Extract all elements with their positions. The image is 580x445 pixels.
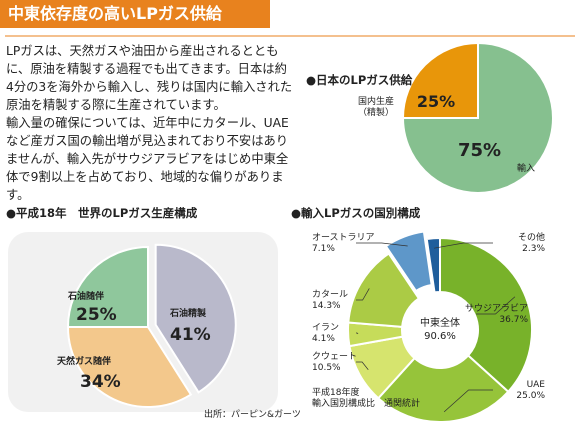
category-label: オーストラリア: [312, 233, 375, 243]
category-label: 国内生産 （精製）: [357, 97, 394, 118]
value-label: 34%: [80, 372, 121, 392]
value-label: 75%: [458, 140, 502, 161]
pie-slice: [401, 41, 554, 194]
category-label: 天然ガス随伴: [56, 357, 111, 367]
value-label: 10.5%: [312, 363, 341, 373]
value-label: 25%: [76, 305, 117, 325]
paragraph: 輸入量の確保については、近年中にカタール、UAEなど産ガス国の輸出増が見込まれて…: [6, 116, 289, 202]
category-label: カタール: [312, 290, 349, 300]
leader-line: [476, 296, 516, 315]
body-text: LPガスは、天然ガスや油田から産出されるとともに、原油を精製する過程でも出てきま…: [6, 42, 294, 204]
category-label: 石油随伴: [67, 292, 104, 302]
value-label: 36.7%: [499, 315, 528, 325]
page-title: 中東依存度の高いLPガス供給: [0, 0, 270, 28]
center-value: 90.6%: [424, 331, 456, 342]
pie-slice: [66, 245, 149, 328]
category-label: 輸入: [516, 164, 535, 174]
category-label: 石油精製: [169, 309, 206, 319]
category-label: イラン: [312, 323, 340, 333]
category-label: UAE: [526, 380, 545, 390]
pie-slice: [384, 230, 433, 293]
pie-slice: [66, 326, 193, 408]
value-label: 7.1%: [312, 244, 335, 254]
chart-title: ●日本のLPガス供給: [306, 73, 413, 87]
paragraph: LPガスは、天然ガスや油田から産出されるとともに、原油を精製する過程でも出てきま…: [6, 44, 293, 112]
leader-line: [356, 242, 408, 247]
category-label: サウジアラビア: [464, 304, 528, 314]
leader-line: [356, 288, 370, 301]
value-label: 25.0%: [516, 391, 545, 401]
value-label: 4.1%: [312, 334, 335, 344]
donut-hole: [402, 292, 478, 368]
pie-slice: [154, 243, 237, 394]
source: 出所：パーピン&ガーツ: [204, 410, 301, 420]
leader-line: [434, 242, 493, 249]
leader-line: [356, 332, 359, 335]
center-title: 中東全体: [420, 318, 460, 329]
leader-line: [356, 361, 369, 370]
chart-title: ●平成18年 世界のLPガス生産構成: [6, 206, 198, 220]
leader-line: [443, 389, 493, 413]
category-label: その他: [517, 233, 545, 243]
value-label: 41%: [170, 325, 211, 345]
value-label: 25%: [416, 92, 456, 111]
note: 平成18年度 輸入国別構成比 通関統計: [312, 388, 421, 409]
value-label: 14.3%: [312, 301, 341, 311]
pie-slice: [401, 41, 479, 119]
value-label: 2.3%: [522, 244, 545, 254]
chart-title: ●輸入LPガスの国別構成: [291, 206, 421, 220]
category-label: クウェート: [312, 352, 358, 362]
